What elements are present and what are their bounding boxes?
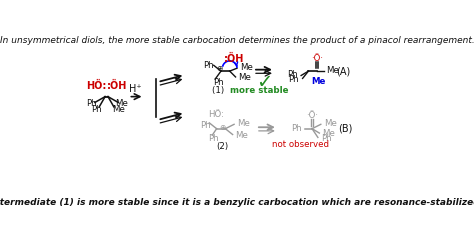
Text: Ph: Ph	[213, 78, 223, 86]
Text: Ph: Ph	[288, 75, 299, 84]
Text: Me: Me	[311, 77, 326, 86]
Text: Me: Me	[322, 129, 335, 137]
Text: In unsymmetrical diols, the more stable carbocation determines the product of a : In unsymmetrical diols, the more stable …	[0, 36, 474, 45]
Text: Me: Me	[115, 99, 128, 108]
Text: (B): (B)	[338, 124, 353, 134]
Text: Me: Me	[112, 105, 125, 113]
Text: Ph: Ph	[200, 121, 211, 130]
Text: Me: Me	[240, 63, 253, 72]
Text: H⁺: H⁺	[129, 84, 142, 94]
Text: not observed: not observed	[272, 140, 329, 149]
Text: HÖ:: HÖ:	[209, 110, 225, 119]
Text: ✓: ✓	[256, 73, 272, 92]
Text: :ÖH: :ÖH	[107, 81, 127, 91]
Text: Me: Me	[326, 66, 339, 75]
Text: more stable: more stable	[227, 86, 288, 95]
Text: ·Ö·: ·Ö·	[306, 111, 318, 120]
Text: Me: Me	[237, 119, 250, 128]
Text: Intermediate (1) is more stable since it is a benzylic carbocation which are res: Intermediate (1) is more stable since it…	[0, 198, 474, 208]
Text: Ph: Ph	[86, 99, 97, 108]
Text: ⊕: ⊕	[219, 123, 226, 132]
Text: Ph: Ph	[91, 105, 101, 113]
Text: Ph: Ph	[321, 135, 331, 143]
Text: (A): (A)	[336, 66, 351, 76]
Text: ·Ö·: ·Ö·	[311, 53, 323, 62]
Text: Ph: Ph	[291, 124, 302, 133]
Text: Me: Me	[236, 131, 248, 140]
Text: Ph: Ph	[203, 61, 214, 70]
Text: :ÖH: :ÖH	[224, 54, 244, 64]
Text: Ph: Ph	[288, 70, 298, 79]
Text: (1): (1)	[212, 86, 227, 95]
Text: HÖ:: HÖ:	[86, 81, 107, 91]
Text: Me: Me	[238, 73, 251, 82]
Text: (2): (2)	[216, 142, 228, 151]
Text: Ph: Ph	[209, 134, 219, 143]
Text: ⊕: ⊕	[216, 64, 223, 73]
Text: Me: Me	[324, 119, 337, 128]
